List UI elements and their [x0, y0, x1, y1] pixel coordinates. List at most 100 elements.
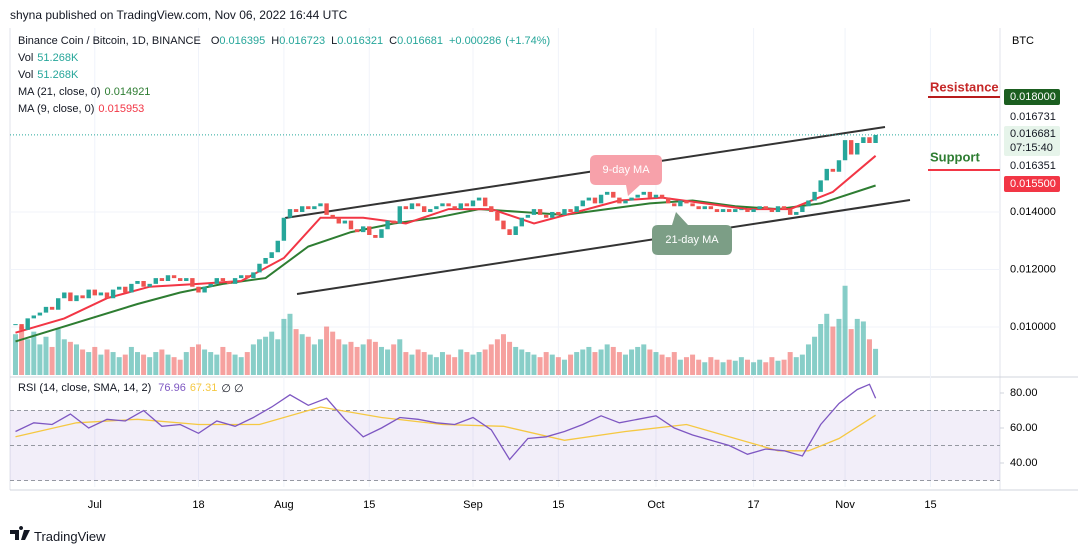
x-tick-label: 17 — [747, 499, 759, 511]
volume-bar — [787, 352, 793, 375]
volume-bar — [610, 346, 616, 375]
candle-body — [257, 263, 262, 273]
volume-bar — [555, 357, 561, 375]
volume-bar — [452, 357, 458, 375]
x-tick-label: Jul — [88, 499, 102, 511]
candle-body — [470, 200, 476, 207]
candle-body — [287, 209, 293, 218]
x-tick-label: Nov — [835, 499, 855, 511]
candle-body — [580, 200, 585, 207]
rsi-value: 76.96 — [158, 382, 186, 394]
candle-body — [62, 292, 67, 299]
candle-body — [757, 206, 762, 210]
trend-line — [284, 126, 886, 219]
candle-body — [13, 324, 18, 326]
candle-body — [25, 318, 30, 330]
y-tick-label: 0.014000 — [1010, 206, 1056, 218]
volume-bar — [446, 354, 452, 375]
candle-body — [232, 278, 238, 284]
volume-bar — [574, 352, 580, 375]
volume-bar — [61, 339, 67, 375]
x-tick-label: Oct — [647, 499, 664, 511]
candle-body — [19, 324, 24, 330]
candle-body — [251, 272, 256, 279]
candle-body — [739, 209, 744, 211]
candle-body — [214, 278, 219, 284]
moving-average-line — [15, 155, 877, 334]
candle-body — [98, 292, 104, 296]
volume-bar — [165, 354, 171, 375]
volume-bar — [690, 354, 696, 375]
volume-bar — [757, 359, 763, 375]
volume-bar — [293, 329, 299, 375]
candle-body — [647, 191, 653, 198]
ohlc-value: 0.016321 — [337, 35, 384, 47]
price-label: 0.016731 — [1010, 111, 1056, 123]
candle-body — [74, 295, 79, 302]
volume-bar — [183, 352, 189, 375]
volume-bar — [568, 354, 574, 375]
price-label: 0.018000 — [1010, 91, 1056, 103]
candle-body — [720, 209, 726, 212]
ma9-callout — [590, 155, 662, 196]
candle-body — [348, 220, 354, 230]
volume-bar — [275, 339, 281, 375]
candle-body — [403, 206, 409, 210]
price-label-box — [1004, 176, 1060, 192]
volume-bar — [549, 354, 555, 375]
support-label: Support — [930, 149, 980, 164]
candle-body — [623, 200, 628, 204]
volume-bar — [714, 359, 720, 375]
price-label-box — [1004, 89, 1060, 105]
volume-bar — [622, 354, 628, 375]
candle-body — [421, 206, 427, 212]
volume-bar — [799, 354, 805, 375]
volume-bar — [421, 352, 427, 375]
volume-bar — [598, 349, 604, 375]
volume-bar — [98, 354, 104, 375]
candle-body — [855, 142, 860, 155]
volume-bar — [476, 352, 482, 375]
candle-body — [129, 283, 134, 293]
volume-bar — [104, 349, 110, 375]
volume-bar — [281, 318, 287, 375]
volume-bar — [80, 349, 86, 375]
candle-body — [586, 197, 592, 201]
rsi-tick-label: 60.00 — [1010, 422, 1038, 434]
volume-bar — [147, 357, 153, 375]
ma-legend: MA (9, close, 0) 0.015953 — [18, 103, 144, 115]
candle-body — [415, 203, 421, 207]
volume-bar — [805, 344, 811, 375]
candle-body — [537, 209, 543, 215]
volume-bar — [543, 352, 549, 375]
candle-body — [556, 211, 561, 215]
candle-body — [562, 209, 567, 215]
candle-body — [592, 197, 598, 204]
volume-bar — [488, 344, 494, 375]
tv-logo — [10, 526, 30, 540]
candle-body — [812, 191, 817, 201]
candle-body — [800, 206, 805, 212]
ohlc-key: L — [331, 35, 338, 47]
candle-body — [690, 203, 695, 207]
candle-body — [373, 234, 378, 238]
volume-bar — [385, 349, 391, 375]
volume-legend: Vol 51.268K — [18, 69, 78, 81]
volume-bar — [482, 349, 488, 375]
ohlc-key: C — [389, 35, 398, 47]
candle-body — [409, 203, 415, 210]
candle-body — [781, 206, 787, 210]
volume-bar — [263, 336, 269, 375]
volume-bar — [860, 321, 866, 375]
ohlc-item: L0.016321 — [331, 35, 383, 47]
rsi-sma-line — [15, 406, 876, 452]
price-label: 0.015500 — [1010, 178, 1056, 190]
candle-body — [714, 209, 720, 212]
candle-body — [269, 252, 274, 258]
candle-body — [665, 197, 671, 204]
candle-body — [635, 194, 640, 198]
volume-bar — [702, 362, 708, 375]
candle-body — [245, 275, 250, 279]
volume-bar — [781, 359, 787, 375]
volume-bar — [775, 360, 781, 375]
